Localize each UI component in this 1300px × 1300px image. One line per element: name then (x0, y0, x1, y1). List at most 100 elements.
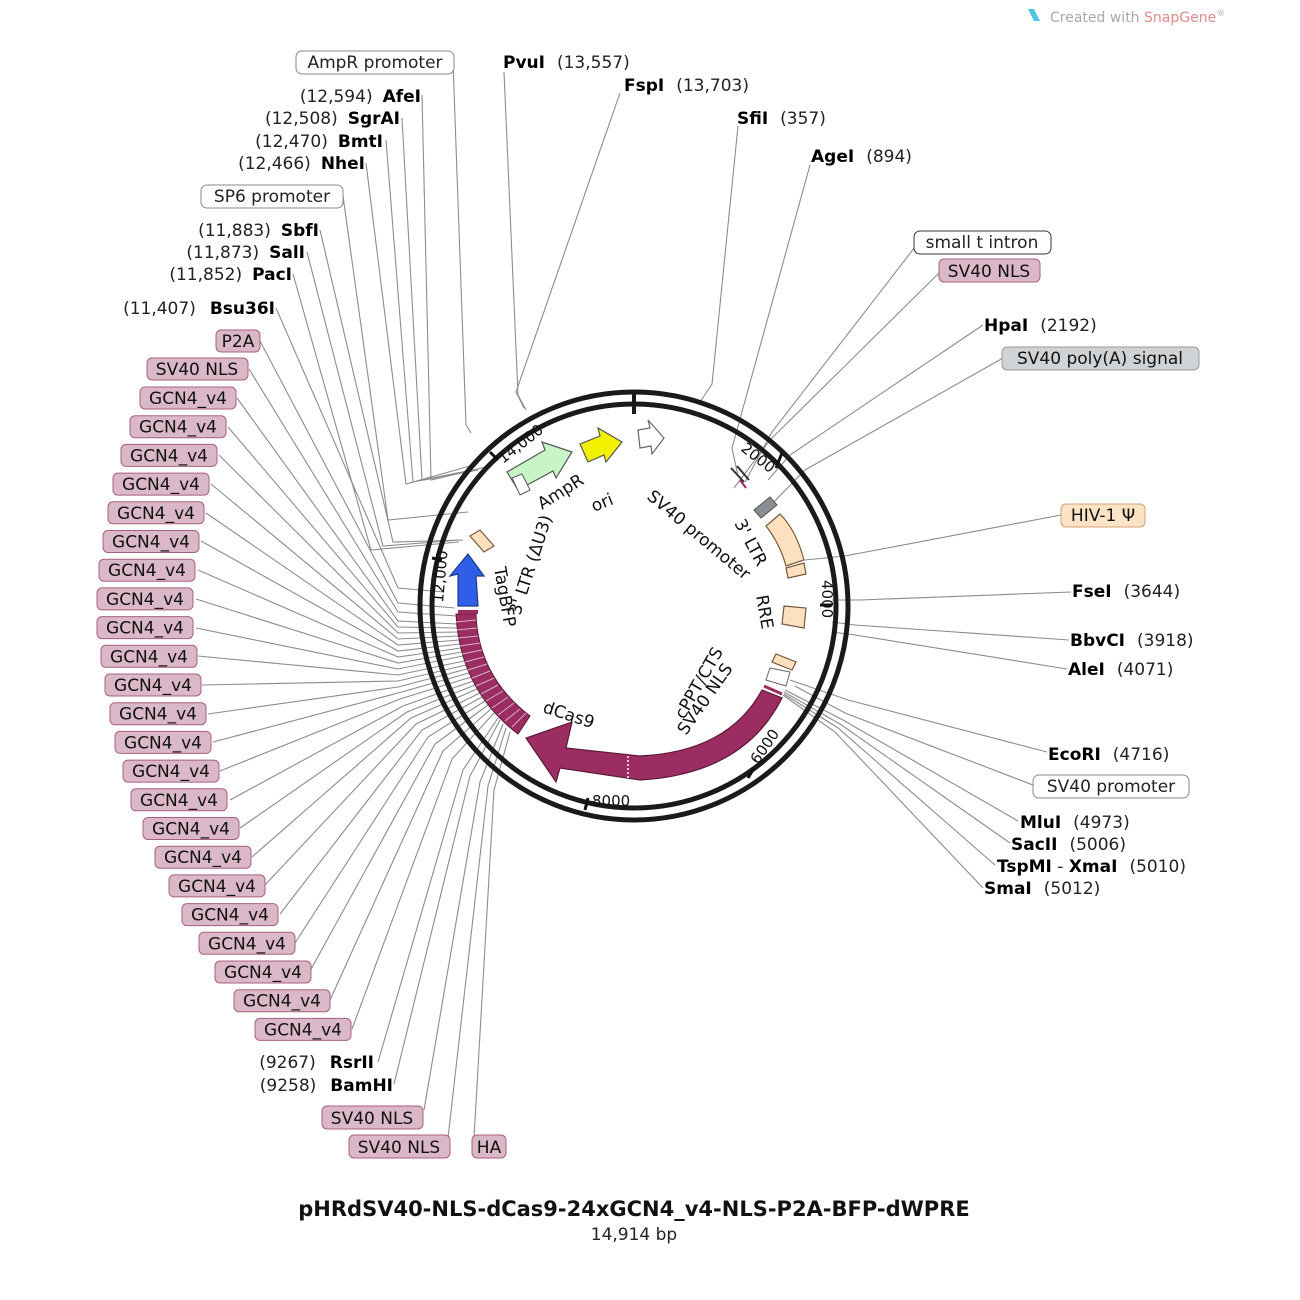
inner-label-rre: RRE (751, 593, 777, 630)
label-box-gcn4-11 (104, 673, 202, 697)
label-gcn4-17: GCN4_v4 (164, 848, 242, 868)
inner-label-ori: ori (588, 490, 616, 517)
label-box-gcn4-18 (168, 874, 266, 898)
enzyme-hpai: HpaI (2192) (984, 316, 1097, 336)
sv40-promoter-arrow-top (637, 419, 665, 456)
sv40-nls-mark-top (739, 479, 747, 489)
label-box-sv40-nls-b2 (348, 1134, 451, 1159)
three-ltr-right-block (765, 513, 805, 567)
label-box-gcn4-5 (107, 501, 205, 525)
sv40-nls-mark-dcas9 (763, 684, 783, 696)
tick-8000: 8000 (592, 792, 630, 810)
enzyme-sfii: SfiI (357) (737, 109, 826, 129)
label-gcn4-22: GCN4_v4 (243, 992, 321, 1012)
label-box-sv40-nls-top (146, 357, 249, 381)
label-box-gcn4-9 (96, 616, 194, 640)
left-labels: AmpR promoter (12,594) AfeI (12,508) SgrAI… (96, 50, 507, 1159)
label-box-gcn4-22 (233, 989, 331, 1013)
label-gcn4-6: GCN4_v4 (112, 533, 190, 553)
label-ha: HA (477, 1138, 502, 1158)
label-gcn4-19: GCN4_v4 (191, 906, 269, 926)
label-box-gcn4-15 (130, 788, 228, 812)
plasmid-length: 14,914 bp (591, 1225, 677, 1245)
gcn4-array-hatch (455, 619, 527, 728)
label-gcn4-10: GCN4_v4 (110, 647, 188, 667)
cppt-block (771, 653, 797, 671)
small-t-intron-mark (730, 467, 745, 483)
dcas9-arrow (525, 689, 783, 784)
label-gcn4-1: GCN4_v4 (149, 389, 227, 409)
enzyme-sgrai: (12,508) SgrAI (265, 109, 400, 129)
svg-text:Created with SnapGene®: Created with SnapGene® (1050, 9, 1225, 26)
credit-mark: ® (1216, 9, 1225, 19)
enzyme-afei: (12,594) AfeI (300, 87, 421, 107)
top-labels: PvuI (13,557) FspI (13,703) SfiI (357) AgeI… (503, 53, 912, 167)
enzyme-ecori: EcoRI (4716) (1048, 745, 1169, 765)
label-gcn4-13: GCN4_v4 (124, 733, 202, 753)
credit-brand: SnapGene (1144, 10, 1216, 26)
backbone (417, 389, 851, 823)
label-gcn4-12: GCN4_v4 (119, 705, 197, 725)
label-box-gcn4-7 (98, 558, 196, 582)
enzyme-rsrii: (9267) RsrII (259, 1053, 374, 1073)
label-box-gcn4-4 (112, 472, 210, 496)
inner-labels: AmpR ori SV40 promoter 3' LTR RRE cPPT/C… (489, 470, 777, 739)
label-box-gcn4-20 (198, 931, 296, 955)
label-sp6-promoter: SP6 promoter (214, 187, 330, 207)
inner-label-three-ltr-du3: 3' LTR (ΔU3) (506, 513, 557, 618)
label-gcn4-3: GCN4_v4 (130, 446, 208, 466)
tagbfp-arrow (448, 553, 486, 607)
enzyme-pvui: PvuI (13,557) (503, 53, 630, 73)
label-gcn4-7: GCN4_v4 (108, 561, 186, 581)
rre-block (781, 605, 807, 629)
label-box-gcn4-14 (122, 759, 220, 783)
enzyme-smai: SmaI (5012) (984, 879, 1100, 899)
label-box-gcn4-17 (154, 845, 252, 869)
label-box-sv40-polya (1001, 346, 1200, 371)
label-gcn4-16: GCN4_v4 (152, 820, 230, 840)
label-gcn4-9: GCN4_v4 (106, 619, 184, 639)
label-box-sv40-nls-right (938, 258, 1041, 283)
label-box-gcn4-12 (109, 702, 207, 726)
ori-arrow (579, 426, 623, 464)
tick-4000: 4000 (818, 580, 836, 618)
label-gcn4-20: GCN4_v4 (208, 934, 286, 954)
three-ltr-du3-block (469, 529, 495, 553)
enzyme-mlui: MluI (4973) (1020, 813, 1130, 833)
enzyme-fspi: FspI (13,703) (624, 76, 749, 96)
tick-12000: 12,000 (429, 549, 452, 603)
label-sv40-promoter-right: SV40 promoter (1047, 777, 1175, 797)
label-sv40-polya: SV40 poly(A) signal (1017, 349, 1183, 369)
label-box-gcn4-16 (142, 817, 240, 840)
label-sv40-nls-top: SV40 NLS (156, 360, 238, 380)
credit-prefix: Created with (1050, 10, 1144, 26)
enzyme-alei: AleI (4071) (1068, 660, 1173, 680)
label-gcn4-18: GCN4_v4 (178, 877, 256, 897)
snapgene-credit: Created with SnapGene® (1028, 9, 1225, 26)
label-p2a: P2A (222, 332, 255, 352)
ampr-promoter-block (511, 473, 531, 496)
label-box-small-t-intron (913, 230, 1052, 255)
label-box-hiv1-psi (1060, 503, 1146, 528)
label-box-ha (471, 1134, 507, 1159)
enzyme-bsu36i: (11,407) Bsu36I (123, 299, 275, 319)
plasmid-name: pHRdSV40-NLS-dCas9-24xGCN4_v4-NLS-P2A-BF… (298, 1197, 969, 1221)
label-box-sv40-nls-b1 (321, 1105, 424, 1130)
label-box-gcn4-10 (100, 644, 198, 668)
label-sv40-nls-right: SV40 NLS (948, 262, 1030, 282)
enzyme-sali: (11,873) SalI (186, 243, 305, 263)
enzyme-fsei: FseI (3644) (1072, 582, 1180, 602)
label-box-gcn4-6 (102, 530, 200, 553)
label-box-gcn4-3 (120, 443, 218, 467)
label-box-gcn4-8 (96, 587, 194, 611)
enzyme-sacii: SacII (5006) (1011, 835, 1126, 855)
label-gcn4-8: GCN4_v4 (106, 590, 184, 610)
gcn4-label-list: GCN4_v4 GCN4_v4 GCN4_v4 GCN4_v4 GCN4_v4 GCN4_… (96, 386, 352, 1041)
right-labels: small t intron SV40 NLS HpaI (2192) SV40 … (913, 230, 1200, 899)
leader-lines-top (503, 71, 811, 477)
enzyme-paci: (11,852) PacI (169, 265, 292, 285)
label-gcn4-5: GCN4_v4 (117, 504, 195, 524)
snapgene-logo-icon (1028, 9, 1040, 21)
label-box-gcn4-2 (129, 415, 227, 439)
label-sv40-nls-b2: SV40 NLS (358, 1138, 440, 1158)
